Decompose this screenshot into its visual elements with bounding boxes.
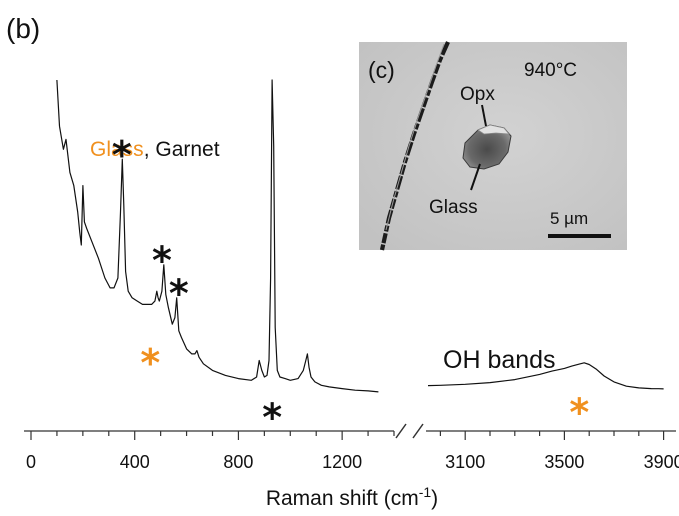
scale-bar-label: 5 µm [550,209,588,228]
x-axis [24,423,676,440]
x-tick-label-1200: 1200 [322,452,362,472]
glass-label: Glass [429,197,478,218]
legend-garnet: Garnet [155,138,219,161]
opx-rim [477,124,510,135]
axis-break-mark-1 [395,423,407,439]
crack-line [379,41,450,251]
x-tick-label-3100: 3100 [445,452,485,472]
crack-edge [385,43,445,231]
x-tick-label-3900: 3900 [644,452,679,472]
annotations: ***** * [112,133,590,439]
legend-separator: , [144,138,156,161]
x-axis-label-main: Raman shift (cm [266,487,419,510]
legend-glass: Glass [90,138,144,161]
annotation-star-3: * [169,272,189,316]
scale-bar [548,234,611,238]
annotation-star-5: * [262,395,282,439]
inset-label: (c) [368,57,395,83]
x-axis-label-superscript: -1 [419,484,432,500]
series-line-1 [56,79,379,393]
x-axis-label: Raman shift (cm-1) [266,484,438,510]
annotation-star-4: * [140,341,160,385]
inset-temperature: 940°C [524,60,577,81]
axis-break-mark-2 [412,423,424,439]
inset-micrograph: (c) 940°C Opx Glass 5 µm [359,41,627,251]
x-tick-labels: 0 400 800 1200 3100 3500 3900 [26,452,679,472]
x-tick-label-3500: 3500 [544,452,584,472]
series-layer [56,79,664,393]
oh-bands-label: OH bands [443,346,556,374]
x-tick-label-800: 800 [223,452,253,472]
opx-pointer [481,104,487,127]
legend: Glass, Garnet [90,138,220,161]
panel-label: (b) [6,13,40,44]
x-tick-label-400: 400 [120,452,150,472]
annotation-star-2: * [152,239,172,283]
annotation-star-1: * [112,133,132,177]
x-tick-label-0: 0 [26,452,36,472]
opx-label: Opx [460,84,495,105]
series-line-2 [427,362,664,390]
glass-pointer [470,163,481,191]
annotation-star-6: * [569,390,589,434]
x-axis-label-close: ) [431,487,438,510]
